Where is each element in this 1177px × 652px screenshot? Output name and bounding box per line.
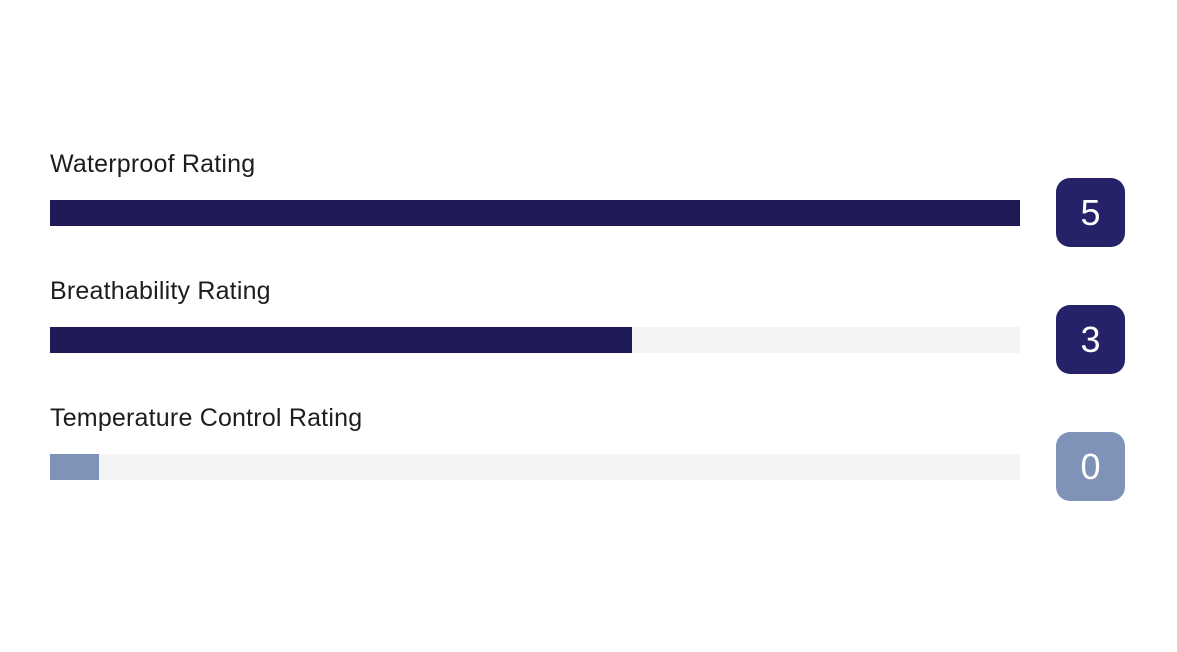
rating-row-temperature-control: Temperature Control Rating 0 xyxy=(50,404,1125,531)
rating-label: Temperature Control Rating xyxy=(50,404,363,432)
rating-value: 3 xyxy=(1080,318,1101,360)
rating-badge: 3 xyxy=(1056,305,1125,374)
ratings-chart: Waterproof Rating 5 Breathability Rating… xyxy=(50,150,1125,540)
bar-fill xyxy=(50,454,99,480)
bar-fill xyxy=(50,200,1020,226)
rating-value: 0 xyxy=(1080,445,1101,487)
rating-bar-track xyxy=(50,454,1020,480)
rating-label: Waterproof Rating xyxy=(50,150,256,178)
rating-label: Breathability Rating xyxy=(50,277,271,305)
bar-fill xyxy=(50,327,632,353)
rating-badge: 0 xyxy=(1056,432,1125,501)
rating-badge: 5 xyxy=(1056,178,1125,247)
rating-row-breathability: Breathability Rating 3 xyxy=(50,277,1125,404)
rating-bar-track xyxy=(50,200,1020,226)
rating-row-waterproof: Waterproof Rating 5 xyxy=(50,150,1125,277)
rating-bar-track xyxy=(50,327,1020,353)
rating-value: 5 xyxy=(1080,191,1101,233)
